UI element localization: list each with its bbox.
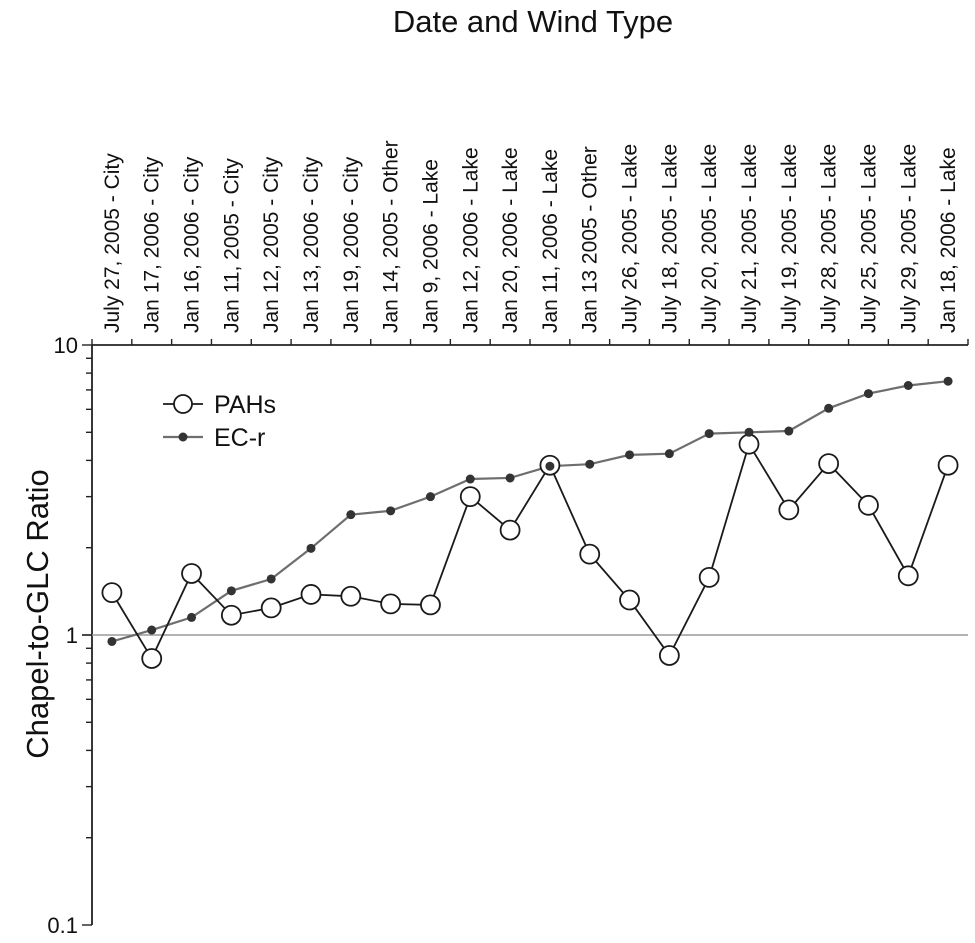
pahs-point <box>658 645 680 666</box>
category-label: Jan 12, 2005 - City <box>260 156 283 333</box>
category-label: Jan 11, 2006 - Lake <box>539 149 562 333</box>
ec-r-point <box>226 586 236 596</box>
category-labels: July 27, 2005 - City Jan 17, 2006 - City J… <box>101 140 960 333</box>
pahs-point <box>181 563 202 584</box>
ec-r-point <box>386 506 396 516</box>
category-label: Jan 17, 2006 - City <box>141 156 164 333</box>
ec-r-point <box>903 381 913 391</box>
ec-r-point <box>545 461 555 471</box>
legend-ec-r-label: EC-r <box>214 424 265 452</box>
ec-r-point <box>784 426 794 436</box>
series-ec-r-line <box>111 380 949 643</box>
y-tick-label: 0.1 <box>47 913 78 938</box>
category-label: July 29, 2005 - Lake <box>897 144 920 333</box>
category-label: July 25, 2005 - Lake <box>857 144 880 333</box>
legend-pahs-marker <box>173 394 193 414</box>
category-label: July 21, 2005 - Lake <box>738 144 761 333</box>
axes <box>91 339 969 925</box>
legend-ec-r-marker <box>178 432 188 442</box>
pahs-point <box>619 589 640 611</box>
legend-pahs-label: PAHs <box>214 391 276 419</box>
series-layer <box>101 376 959 669</box>
pahs-point <box>499 519 521 541</box>
pahs-point <box>738 433 760 455</box>
ec-r-point <box>505 473 515 483</box>
ec-r-point <box>625 450 635 460</box>
chart-title: Date and Wind Type <box>393 4 673 39</box>
pahs-point <box>698 566 720 588</box>
legend: PAHs EC-r <box>163 391 276 452</box>
ec-r-point <box>465 474 475 484</box>
ec-r-point <box>863 389 873 399</box>
pahs-point <box>300 584 322 605</box>
ec-r-point <box>744 427 754 437</box>
pahs-point <box>459 486 481 508</box>
ec-r-point <box>824 403 834 413</box>
y-ticks: 10 1 0.1 <box>47 333 92 938</box>
pahs-point <box>579 543 601 565</box>
ec-r-point <box>346 510 356 520</box>
category-label: Jan 19, 2006 - City <box>340 156 363 333</box>
category-label: Jan 13, 2006 - City <box>300 156 323 333</box>
pahs-point <box>220 604 242 626</box>
ec-r-point <box>585 459 595 469</box>
category-label: July 20, 2005 - Lake <box>698 144 721 333</box>
pahs-point <box>420 594 441 616</box>
ec-r-point <box>266 574 276 584</box>
category-label: Jan 14, 2005 - Other <box>380 140 403 333</box>
ec-r-point <box>425 492 435 502</box>
category-label: July 27, 2005 - City <box>101 153 124 333</box>
category-label: July 26, 2005 - Lake <box>619 144 642 333</box>
category-label: Jan 12, 2006 - Lake <box>459 147 482 333</box>
ec-r-point <box>943 376 953 386</box>
pahs-point <box>897 565 919 587</box>
series-pahs-line <box>111 441 949 661</box>
category-label: Jan 18, 2006 - Lake <box>937 147 960 333</box>
pahs-point <box>937 454 959 476</box>
category-label: Jan 11, 2005 - City <box>220 158 243 333</box>
pahs-point <box>141 648 163 669</box>
category-label: July 28, 2005 - Lake <box>818 144 841 333</box>
pahs-point <box>340 585 362 607</box>
category-label: Jan 13 2005 - Other <box>579 146 602 333</box>
pahs-point <box>858 494 879 516</box>
ec-r-point <box>147 625 157 635</box>
pahs-point <box>101 582 123 604</box>
category-label: Jan 16, 2006 - City <box>181 156 204 333</box>
ec-r-point <box>187 612 197 622</box>
category-label: Jan 9, 2006 - Lake <box>419 159 442 333</box>
ec-r-point <box>306 543 316 553</box>
pahs-point <box>818 453 840 474</box>
y-tick-label: 1 <box>66 623 78 648</box>
category-label: July 19, 2005 - Lake <box>778 144 801 333</box>
ec-r-point <box>664 449 674 459</box>
category-label: July 18, 2005 - Lake <box>658 144 681 333</box>
pahs-point <box>260 597 282 619</box>
y-tick-label: 10 <box>54 333 78 358</box>
pahs-point <box>778 499 800 521</box>
ec-r-point <box>704 429 714 439</box>
category-label: Jan 20, 2006 - Lake <box>499 147 522 333</box>
ec-r-point <box>107 636 117 646</box>
y-axis-label: Chapel-to-GLC Ratio <box>20 469 55 758</box>
pahs-point <box>380 593 402 615</box>
